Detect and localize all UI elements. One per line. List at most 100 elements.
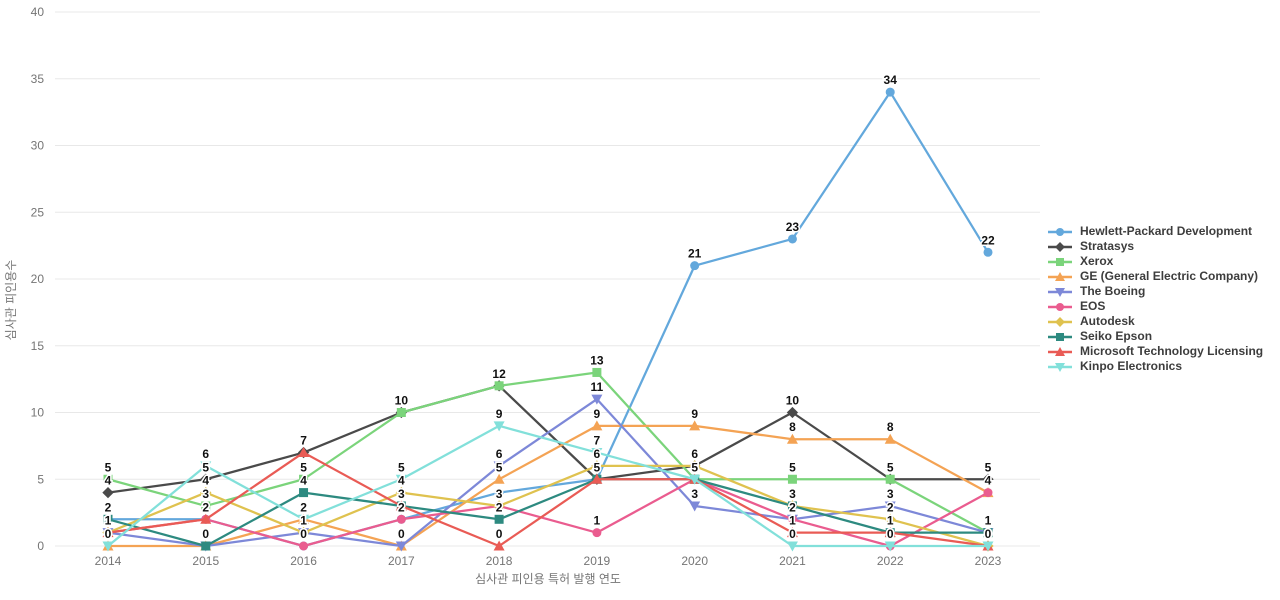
legend-marker-icon (1048, 346, 1072, 356)
legend-label: Kinpo Electronics (1080, 359, 1183, 373)
legend-item-0[interactable]: Hewlett-Packard Development (1047, 224, 1263, 239)
data-point-circle-icon (787, 514, 797, 524)
data-point-triangle-down-icon (493, 421, 505, 432)
data-point-label: 2 (789, 500, 796, 514)
data-point-triangle-up-icon (884, 433, 896, 444)
data-point-label: 34 (884, 73, 898, 87)
data-point-label: 0 (985, 527, 992, 541)
data-point-label: 1 (105, 514, 112, 528)
data-point-label: 2 (105, 500, 112, 514)
data-point-triangle-up-icon (1055, 271, 1065, 281)
data-point-diamond-icon (689, 460, 701, 472)
data-point-triangle-down-icon (689, 501, 701, 512)
data-point-label: 2 (202, 500, 209, 514)
data-point-triangle-down-icon (884, 501, 896, 512)
data-point-label: 5 (887, 460, 894, 474)
legend-marker-icon (1048, 316, 1072, 327)
data-point-square-icon (103, 514, 113, 524)
data-point-label: 0 (887, 527, 894, 541)
y-tick-label: 30 (31, 139, 45, 153)
data-point-diamond-icon (102, 486, 114, 499)
data-point-label: 5 (594, 460, 601, 474)
legend-item-9[interactable]: Kinpo Electronics (1047, 359, 1263, 374)
data-point-square-icon (787, 474, 797, 484)
y-axis-title: 심사관 피인용수 (4, 260, 18, 341)
data-point-label: 0 (300, 527, 307, 541)
data-point-label: 4 (398, 474, 405, 488)
data-point-label: 0 (398, 527, 405, 541)
data-point-label: 2 (300, 500, 307, 514)
data-point-label: 12 (492, 367, 506, 381)
data-point-label: 1 (594, 514, 601, 528)
data-point-label: 5 (887, 460, 894, 474)
data-point-diamond-icon (1055, 241, 1065, 252)
data-point-circle-icon (396, 514, 406, 524)
legend-item-2[interactable]: Xerox (1047, 254, 1263, 269)
legend-item-7[interactable]: Seiko Epson (1047, 329, 1263, 344)
x-tick-label: 2023 (975, 554, 1002, 568)
data-point-triangle-up-icon (493, 540, 505, 551)
data-point-square-icon (494, 381, 504, 391)
data-point-triangle-up-icon (298, 447, 310, 458)
data-point-label: 4 (105, 474, 112, 488)
data-point-label: 9 (594, 407, 601, 421)
data-point-square-icon (592, 367, 602, 377)
data-point-diamond-icon (1055, 316, 1065, 327)
x-tick-label: 2016 (290, 554, 317, 568)
data-point-triangle-down-icon (1055, 287, 1065, 297)
data-point-diamond-icon (982, 473, 994, 485)
y-tick-label: 20 (31, 272, 45, 286)
data-point-square-icon (396, 408, 406, 417)
legend-marker-icon (1048, 332, 1072, 341)
series-line (106, 424, 990, 548)
data-point-square-icon (1056, 257, 1064, 266)
legend-item-8[interactable]: Microsoft Technology Licensing (1047, 344, 1263, 359)
legend-item-6[interactable]: Autodesk (1047, 314, 1263, 329)
legend-item-1[interactable]: Stratasys (1047, 239, 1263, 254)
data-point-triangle-up-icon (591, 420, 603, 431)
legend-label: GE (General Electric Company) (1080, 269, 1259, 283)
series-line (106, 451, 990, 548)
data-point-label: 3 (202, 487, 209, 501)
data-point-triangle-up-icon (591, 473, 603, 484)
data-point-label: 13 (590, 353, 604, 367)
data-point-diamond-icon (200, 473, 212, 485)
data-point-triangle-down-icon (395, 541, 407, 552)
data-point-label: 10 (786, 394, 800, 408)
legend-label: Stratasys (1080, 239, 1135, 253)
data-point-triangle-down-icon (689, 474, 701, 485)
y-tick-label: 5 (37, 472, 44, 486)
data-point-label: 1 (985, 514, 992, 528)
legend-item-4[interactable]: The Boeing (1047, 284, 1263, 299)
x-tick-label: 2020 (681, 554, 708, 568)
data-point-label: 0 (985, 527, 992, 541)
data-point-label: 5 (691, 460, 698, 474)
legend-label: Autodesk (1080, 314, 1135, 328)
data-point-label: 0 (202, 527, 209, 541)
data-point-square-icon (787, 501, 797, 511)
data-point-label: 23 (786, 220, 800, 234)
legend-label: Hewlett-Packard Development (1080, 224, 1253, 238)
legend-marker-icon (1048, 287, 1072, 297)
data-point-triangle-down-icon (786, 541, 798, 552)
y-tick-label: 0 (37, 539, 44, 553)
data-point-square-icon (201, 501, 211, 511)
data-point-label: 10 (395, 394, 409, 408)
data-point-label: 4 (985, 474, 992, 488)
data-point-label: 5 (398, 460, 405, 474)
legend-marker-icon (1048, 271, 1072, 281)
data-point-label: 0 (398, 527, 405, 541)
legend-item-5[interactable]: EOS (1047, 299, 1263, 314)
legend-label: Xerox (1080, 254, 1114, 268)
y-tick-label: 40 (31, 5, 45, 19)
y-tick-label: 35 (31, 72, 45, 86)
legend-marker-icon (1048, 257, 1072, 266)
data-point-triangle-up-icon (689, 420, 701, 431)
legend-item-3[interactable]: GE (General Electric Company) (1047, 269, 1263, 284)
series-line (106, 464, 990, 548)
data-point-label: 2 (496, 500, 503, 514)
x-tick-label: 2019 (584, 554, 611, 568)
data-point-label: 7 (300, 434, 307, 448)
data-point-label: 1 (105, 514, 112, 528)
